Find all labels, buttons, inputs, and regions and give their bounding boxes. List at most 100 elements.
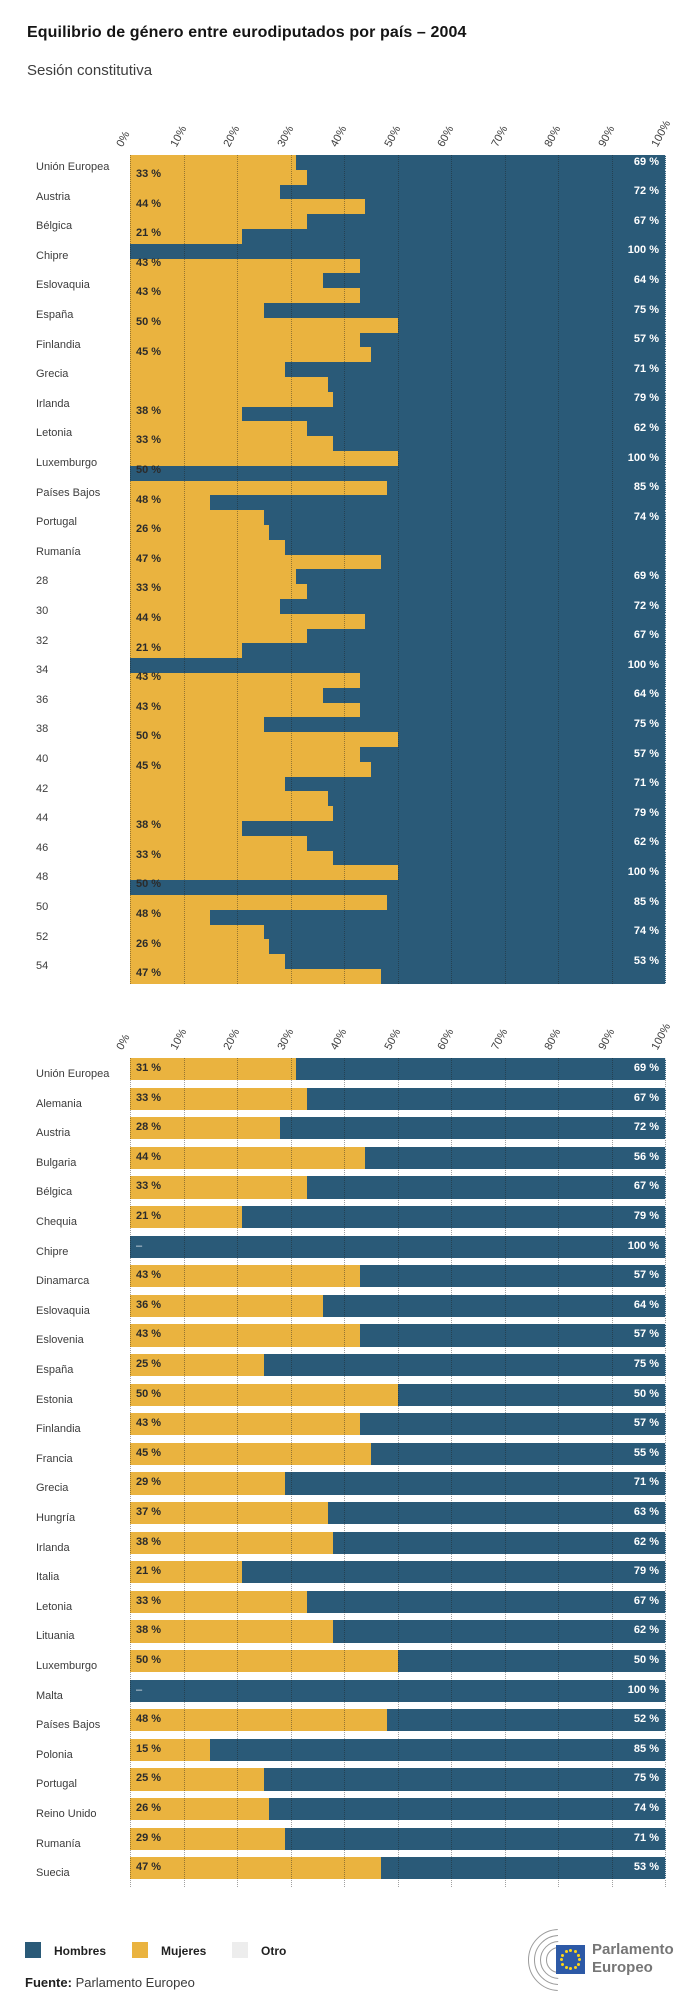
bar-segment-hombres <box>130 850 666 866</box>
x-axis-tick-label: 40% <box>328 1026 350 1052</box>
row-label: Austria <box>36 190 71 203</box>
x-axis-tick-label: 0% <box>114 1032 133 1052</box>
bar-segment-hombres <box>130 747 666 763</box>
x-axis-tick-label: 30% <box>274 123 296 149</box>
source-text: Parlamento Europeo <box>71 1975 195 1990</box>
value-label-hombres: 50 % <box>633 1387 659 1400</box>
value-label-hombres: 57 % <box>633 1417 659 1430</box>
row-label: 42 <box>36 782 49 795</box>
bar-segment-hombres <box>130 317 666 334</box>
bar-segment-hombres <box>130 702 666 718</box>
legend-label-otro: Otro <box>261 1944 287 1958</box>
value-label-mujeres: 50 % <box>136 316 162 328</box>
value-label-hombres: 71 % <box>633 1476 659 1489</box>
value-label-hombres: 79 % <box>633 1210 659 1222</box>
row-label: Hungría <box>36 1512 76 1524</box>
value-label-mujeres: 36 % <box>136 1298 162 1311</box>
gridline <box>344 155 345 984</box>
x-axis-tick-label: 10% <box>167 1026 189 1052</box>
value-label-mujeres: 43 % <box>136 1269 162 1282</box>
value-label-mujeres: 43 % <box>136 1328 162 1341</box>
otro-swatch <box>232 1942 248 1958</box>
bar-segment-mujeres <box>130 1176 307 1199</box>
value-label-hombres: 57 % <box>633 1328 659 1341</box>
row-label: Portugal <box>36 516 77 529</box>
value-label-hombres: 79 % <box>633 1565 659 1578</box>
gridline <box>237 1058 238 1887</box>
bar-segment-hombres <box>130 243 666 260</box>
value-label-hombres: 55 % <box>633 1446 659 1459</box>
bar-segment-mujeres <box>130 1265 361 1288</box>
row-label: Letonia <box>36 427 73 440</box>
bar-segment-mujeres <box>130 1798 270 1821</box>
gridline <box>611 155 613 984</box>
value-label-hombres: 75 % <box>633 303 659 316</box>
value-label-mujeres: 29 % <box>136 1476 162 1489</box>
row-label: 46 <box>36 841 49 854</box>
row-label: Reino Unido <box>36 1808 97 1820</box>
eu-star <box>578 1958 581 1961</box>
bar-segment-hombres <box>130 954 666 970</box>
bar-segment-hombres <box>130 1738 666 1761</box>
value-label-hombres: 79 % <box>633 806 659 819</box>
value-label-mujeres: 38 % <box>136 819 162 832</box>
bar-segment-mujeres <box>130 687 323 704</box>
bar-segment-mujeres <box>130 169 307 186</box>
row-label: 38 <box>36 723 49 736</box>
bar-segment-mujeres <box>130 1590 307 1613</box>
value-label-hombres: 69 % <box>633 569 659 582</box>
gridline <box>397 155 399 984</box>
bar-segment-hombres <box>130 1265 666 1288</box>
bar-segment-hombres <box>130 347 666 363</box>
bar-segment-hombres <box>130 465 666 482</box>
row-label: 50 <box>36 901 49 913</box>
row-label: Lituania <box>36 1630 75 1643</box>
gridline <box>504 1058 506 1887</box>
bar-segment-hombres <box>130 1354 666 1377</box>
bar-segment-mujeres <box>130 214 307 230</box>
logo-text-line1: Parlamento <box>592 1941 674 1958</box>
bar-segment-mujeres <box>130 895 387 911</box>
bar-segment-hombres <box>130 658 666 674</box>
bar-segment-hombres <box>130 613 666 630</box>
value-label-hombres: 71 % <box>633 1831 659 1844</box>
bar-segment-hombres <box>130 258 666 274</box>
value-label-mujeres: 48 % <box>136 493 162 506</box>
row-label: España <box>36 309 74 321</box>
value-label-mujeres: 44 % <box>136 612 162 624</box>
bar-segment-mujeres <box>130 406 243 422</box>
x-axis-tick-label: 40% <box>328 123 350 149</box>
bar-segment-hombres <box>130 1768 666 1791</box>
bar-segment-hombres <box>130 1442 666 1465</box>
bar-segment-mujeres <box>130 303 264 319</box>
value-label-hombres: 53 % <box>633 954 659 967</box>
bar-segment-mujeres <box>130 732 398 748</box>
bar-segment-hombres <box>130 1294 666 1317</box>
value-label-mujeres: 28 % <box>136 1121 162 1134</box>
value-label-hombres: 72 % <box>633 185 659 198</box>
value-label-mujeres: 25 % <box>136 1358 162 1370</box>
bar-segment-mujeres <box>130 1206 243 1229</box>
value-label-hombres: 100 % <box>627 865 659 878</box>
gridline <box>290 155 292 984</box>
gridline <box>290 1058 292 1887</box>
value-label-mujeres: 48 % <box>136 908 162 920</box>
bar-segment-mujeres <box>130 377 328 393</box>
bar-segment-mujeres <box>130 673 361 689</box>
x-axis-tick-label: 60% <box>435 123 457 149</box>
value-label-hombres: 64 % <box>633 688 659 701</box>
value-label-mujeres: 50 % <box>136 878 162 891</box>
bar-segment-hombres <box>130 510 666 526</box>
row-label: 52 <box>36 930 49 943</box>
row-label: 34 <box>36 664 49 677</box>
value-label-hombres: 62 % <box>633 836 659 849</box>
row-label: Suecia <box>36 1867 70 1880</box>
bar-segment-mujeres <box>130 1442 371 1465</box>
bar-segment-hombres <box>130 1146 666 1169</box>
value-label-hombres: 56 % <box>633 1150 659 1163</box>
x-axis-tick-label: 20% <box>221 1026 243 1052</box>
bar-segment-hombres <box>130 924 666 940</box>
hombres-swatch <box>25 1942 41 1958</box>
value-label-mujeres: 43 % <box>136 700 162 713</box>
